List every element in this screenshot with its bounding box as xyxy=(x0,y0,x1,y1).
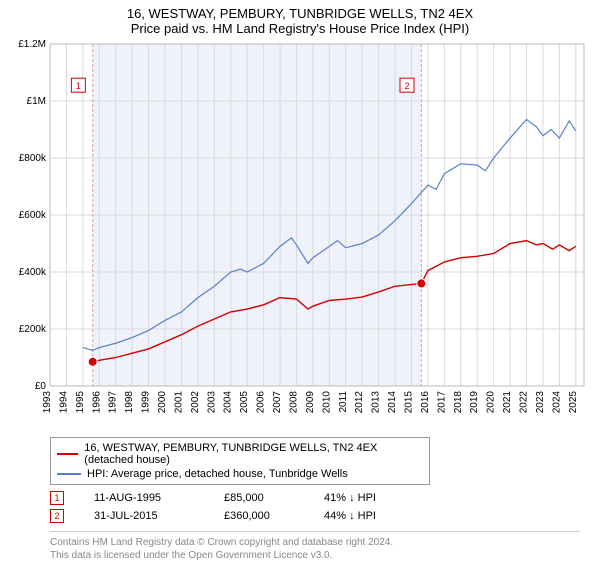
chart-container: 16, WESTWAY, PEMBURY, TUNBRIDGE WELLS, T… xyxy=(0,0,600,560)
svg-text:£600k: £600k xyxy=(19,210,47,221)
marker-price: £85,000 xyxy=(224,492,294,504)
legend-swatch xyxy=(57,473,81,475)
marker-pct: 44% ↓ HPI xyxy=(324,510,414,522)
svg-text:£0: £0 xyxy=(35,381,47,392)
title-block: 16, WESTWAY, PEMBURY, TUNBRIDGE WELLS, T… xyxy=(0,0,600,38)
svg-text:£200k: £200k xyxy=(19,324,47,335)
legend-label: 16, WESTWAY, PEMBURY, TUNBRIDGE WELLS, T… xyxy=(84,442,423,466)
legend-swatch xyxy=(57,453,78,455)
marker-number: 2 xyxy=(50,509,64,523)
legend: 16, WESTWAY, PEMBURY, TUNBRIDGE WELLS, T… xyxy=(50,437,430,485)
marker-date: 31-JUL-2015 xyxy=(94,510,194,522)
svg-text:2013: 2013 xyxy=(371,391,382,414)
svg-text:2001: 2001 xyxy=(173,391,184,414)
marker-number: 1 xyxy=(50,491,64,505)
svg-text:1998: 1998 xyxy=(124,391,135,414)
svg-text:2020: 2020 xyxy=(486,391,497,414)
title-subtitle: Price paid vs. HM Land Registry's House … xyxy=(0,21,600,36)
disclaimer: Contains HM Land Registry data © Crown c… xyxy=(50,531,580,562)
svg-text:2006: 2006 xyxy=(256,391,267,414)
marker-table: 1 11-AUG-1995 £85,000 41% ↓ HPI 2 31-JUL-2015… xyxy=(50,489,580,525)
svg-text:1994: 1994 xyxy=(58,391,69,414)
svg-text:2016: 2016 xyxy=(420,391,431,414)
svg-text:1993: 1993 xyxy=(42,391,53,414)
svg-text:2021: 2021 xyxy=(502,391,513,414)
svg-text:2012: 2012 xyxy=(354,391,365,414)
svg-text:2000: 2000 xyxy=(157,391,168,414)
svg-text:2004: 2004 xyxy=(223,391,234,414)
svg-text:1996: 1996 xyxy=(91,391,102,414)
svg-text:2009: 2009 xyxy=(305,391,316,414)
svg-text:£1.2M: £1.2M xyxy=(18,39,46,50)
svg-text:2002: 2002 xyxy=(190,391,201,414)
svg-text:2007: 2007 xyxy=(272,391,283,414)
marker-row: 1 11-AUG-1995 £85,000 41% ↓ HPI xyxy=(50,489,580,507)
svg-text:1997: 1997 xyxy=(108,391,119,414)
chart-area: £0 £200k £400k £600k £800k £1M £1.2M 1993 1994 19… xyxy=(0,38,600,433)
svg-text:2022: 2022 xyxy=(518,391,529,414)
svg-text:2023: 2023 xyxy=(535,391,546,414)
svg-text:2010: 2010 xyxy=(321,391,332,414)
chart-svg: £0 £200k £400k £600k £800k £1M £1.2M 1993 1994 19… xyxy=(0,38,600,433)
svg-text:1999: 1999 xyxy=(141,391,152,414)
marker-pct: 41% ↓ HPI xyxy=(324,492,414,504)
svg-text:2: 2 xyxy=(404,81,409,91)
svg-text:2015: 2015 xyxy=(403,391,414,414)
svg-text:£800k: £800k xyxy=(19,153,47,164)
svg-text:2011: 2011 xyxy=(338,391,349,413)
disclaimer-line1: Contains HM Land Registry data © Crown c… xyxy=(50,536,580,549)
svg-text:2003: 2003 xyxy=(206,391,217,414)
svg-text:2025: 2025 xyxy=(568,391,579,414)
svg-text:2019: 2019 xyxy=(469,391,480,414)
svg-text:2014: 2014 xyxy=(387,391,398,414)
svg-text:2008: 2008 xyxy=(288,391,299,414)
svg-text:£400k: £400k xyxy=(19,267,47,278)
legend-item: 16, WESTWAY, PEMBURY, TUNBRIDGE WELLS, T… xyxy=(57,441,423,467)
svg-text:2017: 2017 xyxy=(436,391,447,414)
marker-price: £360,000 xyxy=(224,510,294,522)
svg-text:1995: 1995 xyxy=(75,391,86,414)
svg-text:2024: 2024 xyxy=(551,391,562,414)
legend-label: HPI: Average price, detached house, Tunb… xyxy=(87,468,348,480)
svg-text:2005: 2005 xyxy=(239,391,250,414)
title-address: 16, WESTWAY, PEMBURY, TUNBRIDGE WELLS, T… xyxy=(0,6,600,21)
disclaimer-line2: This data is licensed under the Open Gov… xyxy=(50,549,580,562)
legend-item: HPI: Average price, detached house, Tunb… xyxy=(57,467,423,481)
svg-text:£1M: £1M xyxy=(27,96,46,107)
svg-text:1: 1 xyxy=(76,81,81,91)
marker-row: 2 31-JUL-2015 £360,000 44% ↓ HPI xyxy=(50,507,580,525)
svg-text:2018: 2018 xyxy=(453,391,464,414)
marker-date: 11-AUG-1995 xyxy=(94,492,194,504)
